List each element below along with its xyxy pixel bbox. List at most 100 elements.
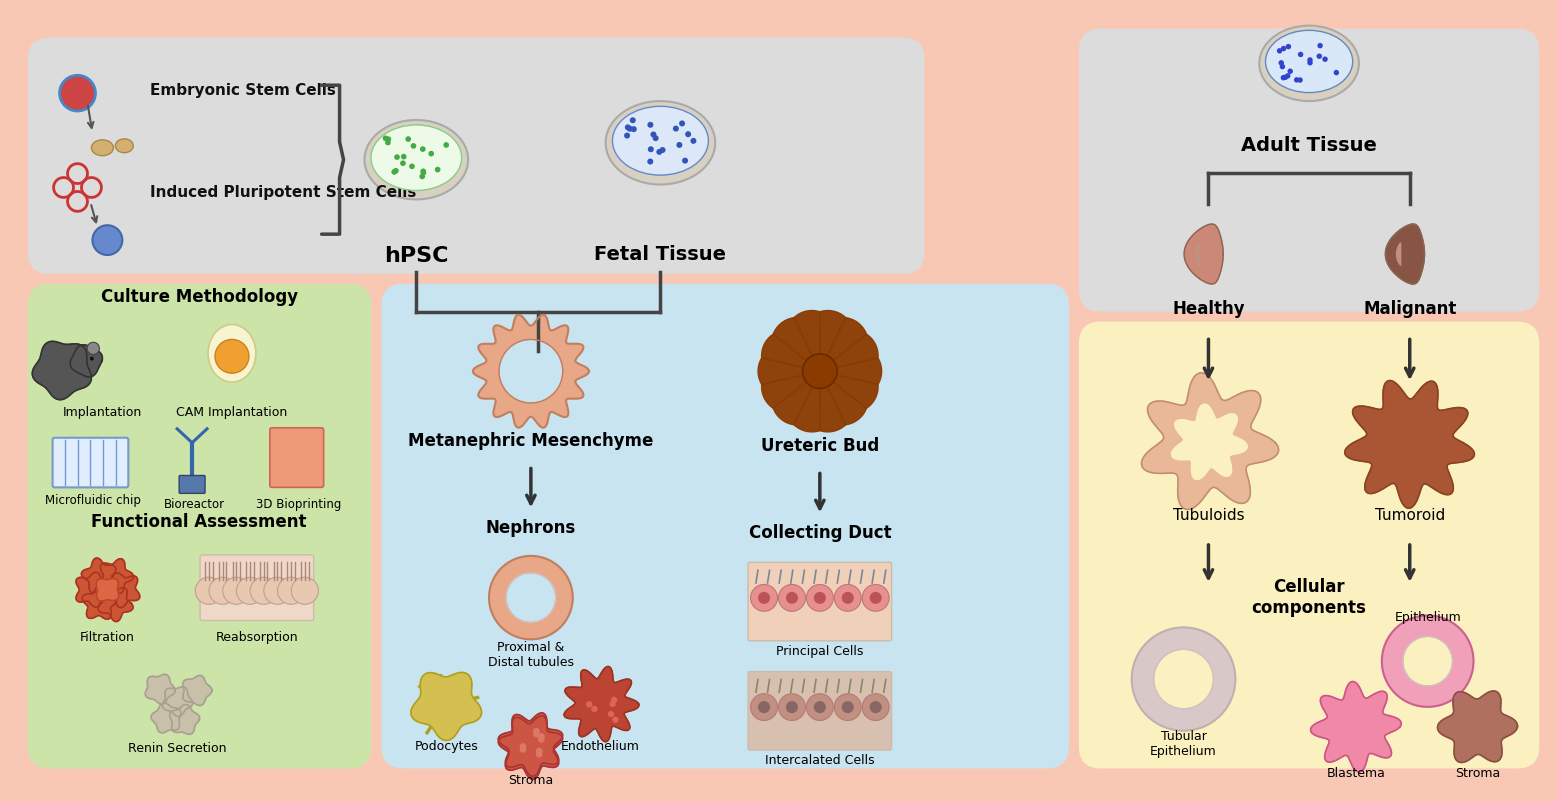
Circle shape [750,694,778,721]
Circle shape [265,578,291,604]
Circle shape [400,160,406,166]
Text: Stroma: Stroma [509,774,554,787]
Circle shape [803,354,837,388]
Polygon shape [1131,627,1235,731]
Circle shape [758,701,770,713]
Circle shape [786,592,798,604]
Polygon shape [1195,243,1200,265]
Polygon shape [773,371,820,425]
Circle shape [778,585,806,611]
Text: Tumoroid: Tumoroid [1374,508,1446,523]
Text: Podocytes: Podocytes [414,740,478,753]
Polygon shape [411,673,481,740]
Text: 3D Bioprinting: 3D Bioprinting [257,497,341,511]
Text: Filtration: Filtration [79,631,135,644]
Circle shape [196,578,223,604]
Circle shape [87,342,100,355]
Polygon shape [794,311,820,371]
Circle shape [1298,78,1302,83]
Circle shape [806,585,834,611]
Circle shape [834,585,860,611]
Circle shape [834,694,860,721]
Circle shape [520,743,526,750]
Circle shape [59,75,95,111]
Circle shape [647,147,654,152]
Circle shape [90,356,93,360]
Circle shape [862,694,888,721]
Text: Collecting Duct: Collecting Duct [748,524,892,542]
Ellipse shape [613,107,708,175]
Circle shape [428,151,434,156]
Polygon shape [70,344,103,377]
Polygon shape [820,371,867,425]
Circle shape [223,578,251,604]
Ellipse shape [209,324,255,382]
Circle shape [842,592,854,604]
Text: Embryonic Stem Cells: Embryonic Stem Cells [151,83,336,98]
Polygon shape [1438,691,1517,763]
Circle shape [612,716,619,723]
Circle shape [420,168,426,174]
Circle shape [401,154,406,159]
Text: Reabsorption: Reabsorption [216,631,299,644]
Circle shape [1318,43,1323,48]
Circle shape [1279,60,1284,66]
Circle shape [434,167,440,172]
Polygon shape [761,334,820,371]
Circle shape [383,135,389,141]
Polygon shape [820,318,867,371]
Circle shape [394,155,400,160]
Circle shape [1279,64,1285,70]
Circle shape [612,697,618,703]
Polygon shape [151,703,180,733]
FancyBboxPatch shape [748,562,892,641]
Text: Culture Methodology: Culture Methodology [101,288,297,306]
Polygon shape [761,371,820,408]
Circle shape [1307,60,1313,66]
Polygon shape [565,666,640,742]
Text: Fetal Tissue: Fetal Tissue [594,244,727,264]
Circle shape [750,585,778,611]
Polygon shape [182,675,212,706]
Circle shape [778,694,806,721]
Polygon shape [81,558,115,593]
Text: Endothelium: Endothelium [562,740,640,753]
Circle shape [1287,69,1293,74]
Ellipse shape [1259,26,1358,101]
Circle shape [291,578,319,604]
Circle shape [627,126,633,131]
Circle shape [535,748,543,755]
Polygon shape [820,371,845,432]
Circle shape [652,135,658,141]
Text: Healthy: Healthy [1172,300,1245,318]
Text: Blastema: Blastema [1327,767,1385,780]
Text: Nephrons: Nephrons [485,519,576,537]
Polygon shape [498,713,563,776]
Polygon shape [820,311,845,371]
Ellipse shape [605,101,716,184]
Circle shape [660,147,666,153]
Circle shape [610,701,616,707]
Polygon shape [170,705,199,735]
Circle shape [520,746,526,753]
Circle shape [1323,57,1327,62]
Circle shape [209,578,237,604]
Circle shape [647,159,654,164]
Circle shape [237,578,263,604]
Circle shape [647,122,654,128]
Text: Proximal &
Distal tubules: Proximal & Distal tubules [489,642,574,669]
Circle shape [862,585,888,611]
Circle shape [1285,44,1291,50]
Circle shape [538,736,545,743]
Polygon shape [473,315,588,428]
Text: Tubular
Epithelium: Tubular Epithelium [1150,730,1217,758]
Circle shape [1333,70,1340,75]
FancyBboxPatch shape [28,284,372,768]
Text: Microfluidic chip: Microfluidic chip [45,493,140,507]
Polygon shape [773,318,820,371]
FancyBboxPatch shape [11,10,1545,791]
Circle shape [535,751,543,758]
Polygon shape [96,578,118,601]
FancyBboxPatch shape [1078,321,1539,768]
Polygon shape [100,559,134,594]
